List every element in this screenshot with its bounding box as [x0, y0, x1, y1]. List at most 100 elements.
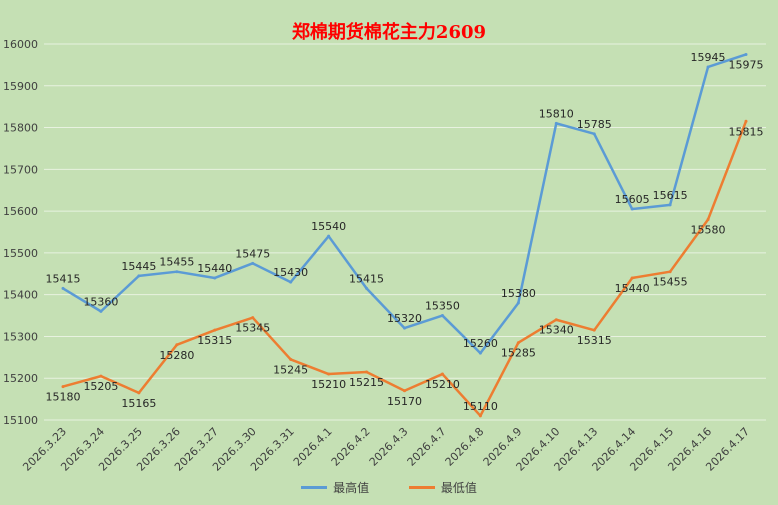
data-point: [213, 276, 217, 280]
data-point: [744, 119, 748, 123]
data-point: [478, 414, 482, 418]
x-tick-label: 2026.4.2: [329, 425, 373, 469]
x-tick-label: 2026.4.7: [405, 425, 449, 469]
data-label: 15380: [501, 287, 536, 300]
data-label: 15440: [197, 262, 232, 275]
y-tick-label: 15400: [3, 289, 38, 302]
data-point: [744, 52, 748, 56]
data-label: 15170: [387, 395, 422, 408]
y-tick-label: 15800: [3, 122, 38, 135]
data-point: [554, 121, 558, 125]
data-label: 15455: [653, 276, 688, 289]
data-label: 15180: [46, 391, 81, 404]
data-point: [213, 328, 217, 332]
legend: 最高值 最低值: [0, 478, 778, 496]
data-point: [403, 326, 406, 330]
x-tick-label: 2026.4.1: [291, 425, 335, 469]
legend-swatch-low: [408, 486, 435, 489]
y-tick-label: 15500: [3, 247, 38, 260]
data-label: 15605: [615, 193, 650, 206]
chart-title: 郑棉期货棉花主力2609: [291, 22, 487, 43]
y-tick-label: 15700: [3, 163, 38, 176]
data-point: [592, 132, 596, 136]
legend-label-low: 最低值: [440, 481, 477, 495]
data-point: [327, 372, 331, 376]
data-label: 15415: [349, 272, 384, 285]
data-label: 15440: [615, 282, 650, 295]
y-tick-label: 15100: [3, 414, 38, 427]
data-point: [403, 389, 406, 393]
legend-label-high: 最高值: [333, 481, 370, 495]
y-tick-label: 15200: [3, 372, 38, 385]
data-label: 15810: [539, 107, 574, 120]
data-point: [668, 203, 672, 207]
data-point: [289, 280, 293, 284]
data-point: [365, 370, 369, 374]
data-label: 15340: [539, 324, 574, 337]
data-point: [137, 391, 141, 395]
x-tick-label: 2026.4.3: [367, 425, 411, 469]
data-label: 15455: [159, 256, 194, 269]
data-point: [516, 341, 520, 345]
data-point: [440, 314, 444, 318]
data-point: [440, 372, 444, 376]
data-label: 15210: [311, 378, 346, 391]
data-label: 15975: [729, 58, 764, 71]
data-label: 15210: [425, 378, 460, 391]
data-point: [251, 316, 255, 320]
data-label: 15945: [691, 51, 726, 64]
data-label: 15540: [311, 220, 346, 233]
data-point: [706, 217, 710, 221]
data-label: 15415: [46, 272, 81, 285]
data-label: 15445: [121, 260, 156, 273]
x-tick-label: 2026.4.8: [443, 425, 487, 469]
data-label: 15320: [387, 312, 422, 325]
data-point: [137, 274, 141, 278]
data-point: [592, 328, 596, 332]
data-label: 15315: [577, 334, 612, 347]
data-point: [706, 65, 710, 69]
data-point: [289, 357, 293, 361]
data-label: 15615: [653, 189, 688, 202]
y-tick-label: 15300: [3, 330, 38, 343]
data-label: 15245: [273, 363, 308, 376]
data-point: [668, 270, 672, 274]
data-label: 15350: [425, 300, 460, 313]
data-label: 15430: [273, 266, 308, 279]
y-tick-label: 15600: [3, 205, 38, 218]
data-label: 15315: [197, 334, 232, 347]
data-point: [99, 374, 103, 378]
data-point: [99, 309, 103, 313]
legend-item-low[interactable]: 最低值: [408, 479, 477, 496]
data-point: [630, 207, 634, 211]
data-point: [516, 301, 520, 305]
data-point: [327, 234, 331, 238]
data-point: [365, 286, 369, 290]
data-label: 15475: [235, 247, 270, 260]
data-point: [175, 343, 179, 347]
data-label: 15165: [121, 397, 156, 410]
data-label: 15260: [463, 337, 498, 350]
data-point: [630, 276, 634, 280]
data-label: 15280: [159, 349, 194, 362]
data-label: 15205: [83, 380, 118, 393]
data-point: [61, 385, 65, 389]
data-label: 15345: [235, 322, 270, 335]
y-tick-label: 15900: [3, 80, 38, 93]
data-point: [478, 351, 482, 355]
data-point: [251, 261, 255, 265]
data-label: 15785: [577, 118, 612, 131]
data-point: [554, 318, 558, 322]
legend-swatch-high: [301, 486, 328, 489]
data-point: [61, 286, 65, 290]
data-point: [175, 270, 179, 274]
legend-item-high[interactable]: 最高值: [301, 479, 369, 496]
data-label: 15815: [729, 125, 764, 138]
data-label: 15285: [501, 347, 536, 360]
data-label: 15110: [463, 400, 498, 413]
data-label: 15580: [691, 223, 726, 236]
y-tick-label: 16000: [3, 38, 38, 51]
data-label: 15360: [83, 295, 118, 308]
